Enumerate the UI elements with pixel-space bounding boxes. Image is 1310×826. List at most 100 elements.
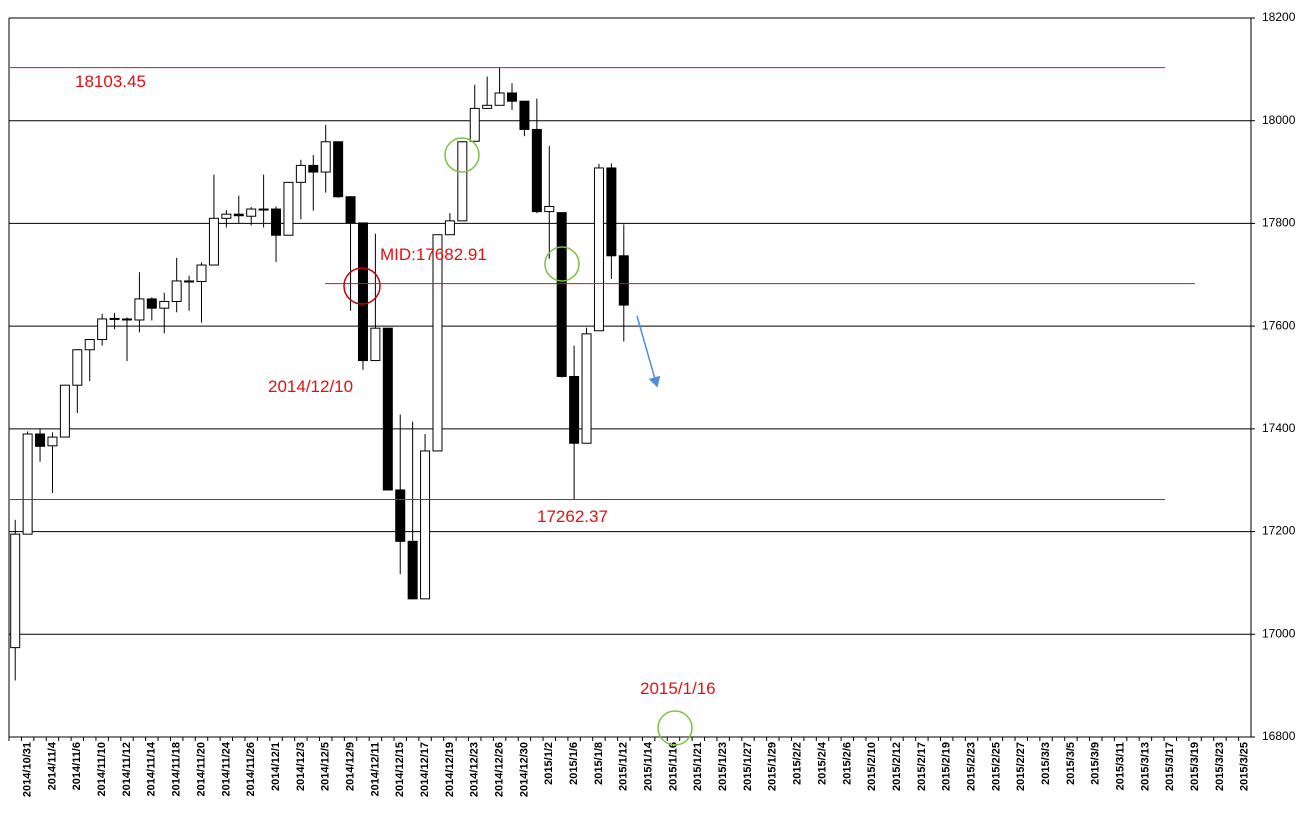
x-tick-label: 2014/12/11	[369, 742, 381, 796]
trend-arrow	[636, 315, 661, 388]
x-tick-label: 2015/2/4	[816, 741, 828, 785]
candle-body	[196, 264, 207, 282]
y-tick-label: 17400	[1262, 421, 1296, 435]
candle-body	[121, 318, 132, 321]
candle-body	[146, 298, 157, 309]
candle-body	[308, 164, 319, 173]
x-tick-label: 2015/3/13	[1139, 742, 1151, 791]
x-tick-label: 2014/12/15	[394, 742, 406, 797]
x-tick-label: 2015/1/23	[717, 742, 729, 791]
x-tick-label: 2014/12/9	[344, 742, 356, 791]
x-tick-label: 2014/11/18	[171, 742, 183, 796]
candle-body	[22, 433, 33, 535]
x-tick-label: 2014/10/31	[22, 742, 34, 797]
candle-body	[432, 234, 443, 452]
x-tick-label: 2014/11/4	[46, 741, 58, 790]
annotation: 2015/1/16	[640, 679, 716, 698]
x-tick-label: 2014/12/23	[469, 742, 481, 797]
x-tick-label: 2015/3/23	[1214, 742, 1226, 791]
candle-body	[246, 208, 257, 217]
candle-body	[382, 327, 393, 491]
x-tick-label: 2014/12/17	[419, 742, 431, 797]
candle-body	[544, 205, 555, 213]
candle-body	[59, 384, 70, 438]
candle-body	[606, 167, 617, 257]
x-tick-label: 2015/3/5	[1065, 742, 1077, 785]
x-tick-label: 2015/2/25	[990, 742, 1002, 791]
x-tick-label: 2015/3/11	[1114, 742, 1126, 790]
candle-body	[581, 333, 592, 444]
x-tick-label: 2014/12/1	[270, 742, 282, 791]
x-tick-label: 2015/3/25	[1239, 742, 1251, 791]
candle-body	[469, 107, 480, 142]
candle-body	[494, 92, 505, 106]
candle-body	[258, 208, 269, 211]
x-tick-label: 2015/1/27	[742, 742, 754, 791]
y-tick-label: 18200	[1262, 10, 1296, 24]
x-tick-label: 2015/3/3	[1040, 742, 1052, 785]
highlight-circle	[544, 246, 580, 282]
candle-body	[370, 327, 381, 362]
candle-body	[320, 141, 331, 173]
reference-label: 18103.45	[75, 72, 146, 91]
candle-body	[283, 181, 294, 236]
plot: 16800 17000 17200 17400 17600 17800 18000 18200…	[8, 10, 1296, 797]
candle-body	[97, 318, 108, 340]
candle-body	[507, 92, 518, 102]
annotation: 2014/12/10	[268, 377, 353, 396]
candle-body	[482, 104, 493, 109]
x-tick-label: 2015/1/12	[618, 742, 630, 791]
x-tick-label: 2014/12/3	[295, 742, 307, 791]
candle-body	[395, 489, 406, 542]
x-tick-label: 2014/12/30	[518, 742, 530, 797]
y-tick-label: 16800	[1262, 729, 1296, 743]
y-tick-label: 18000	[1262, 113, 1296, 127]
candle-body	[109, 317, 120, 320]
x-tick-label: 2015/1/16	[667, 742, 679, 791]
candle-body	[457, 141, 468, 222]
x-tick-label: 2015/1/14	[643, 741, 655, 791]
x-tick-label: 2014/11/10	[96, 742, 108, 796]
highlight-circle	[444, 137, 480, 173]
candle-body	[531, 128, 542, 213]
candle-body	[519, 100, 530, 130]
candle-body	[556, 212, 567, 377]
x-tick-label: 2014/11/14	[146, 741, 158, 796]
x-tick-label: 2015/2/17	[916, 742, 928, 791]
candle-body	[47, 436, 58, 447]
x-tick-label: 2014/11/12	[121, 742, 133, 796]
candle-body	[159, 300, 170, 309]
y-tick-label: 17800	[1262, 216, 1296, 230]
x-tick-label: 2015/2/2	[792, 742, 804, 785]
candle-body	[10, 533, 21, 649]
x-tick-label: 2015/2/27	[1015, 742, 1027, 791]
candle-body	[72, 349, 83, 386]
candle-body	[171, 280, 182, 302]
x-tick-label: 2015/2/10	[866, 742, 878, 791]
x-tick-label: 2014/11/24	[220, 741, 232, 796]
x-tick-label: 2014/11/20	[195, 742, 207, 796]
highlight-circle	[657, 710, 693, 746]
candle-body	[333, 141, 344, 198]
x-tick-label: 2015/1/6	[568, 742, 580, 785]
y-tick-label: 17600	[1262, 318, 1296, 332]
x-tick-label: 2014/11/6	[71, 742, 83, 790]
x-tick-label: 2015/2/23	[965, 742, 977, 791]
candle-body	[295, 164, 306, 183]
y-tick-label: 17200	[1262, 524, 1296, 538]
x-tick-label: 2015/1/8	[593, 742, 605, 785]
reference-label: MID:17682.91	[380, 245, 487, 264]
candle-body	[444, 220, 455, 236]
candle-body	[233, 213, 244, 217]
x-tick-label: 2014/11/26	[245, 742, 257, 796]
x-tick-label: 2015/2/12	[891, 742, 903, 791]
y-tick-label: 17000	[1262, 626, 1296, 640]
candle-body	[35, 433, 46, 447]
candle-body	[420, 450, 431, 600]
highlight-circle	[343, 267, 381, 305]
candle-body	[569, 375, 580, 444]
candle-body	[221, 213, 232, 219]
x-tick-label: 2015/1/21	[692, 742, 704, 791]
x-tick-label: 2015/2/6	[841, 742, 853, 785]
